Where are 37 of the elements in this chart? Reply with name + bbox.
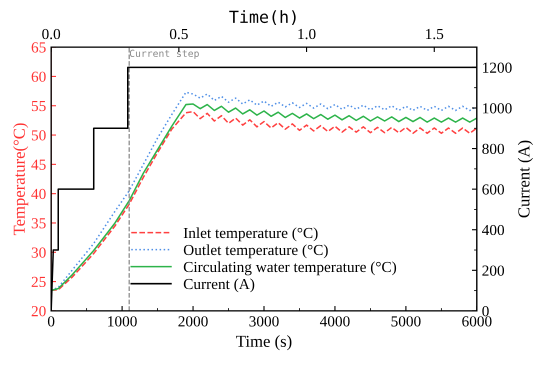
x-tick-label: 6000 <box>462 316 492 327</box>
y-axis-title: Temperature(°C) <box>13 123 28 236</box>
y-tick-label: 65 <box>32 42 46 53</box>
y2-axis-title: Current (A) <box>518 140 533 218</box>
legend-label: Outlet temperature (°C) <box>184 244 328 258</box>
y-tick-label: 35 <box>32 218 46 228</box>
y-tick-label: 25 <box>32 276 46 288</box>
y-tick-label: 55 <box>32 101 46 112</box>
x-tick-label: 1000 <box>108 316 137 327</box>
x-tick-label: 2000 <box>178 316 208 327</box>
y-tick-label: 20 <box>32 306 46 316</box>
y2-tick-label: 1000 <box>483 103 512 114</box>
y-tick-label: 30 <box>32 247 46 258</box>
x2-tick-label: 1.0 <box>298 28 316 40</box>
y2-tick-label: 200 <box>482 265 504 276</box>
x-tick-label: 4000 <box>320 316 350 327</box>
x-tick-label: 3000 <box>249 316 279 327</box>
x2-axis-title: Time(h) <box>229 10 296 26</box>
x-axis-title: Time (s) <box>236 335 292 350</box>
y-tick-label: 45 <box>31 160 46 170</box>
y-tick-label: 40 <box>31 188 46 200</box>
y-tick-label: 50 <box>32 130 46 140</box>
legend-label: Inlet temperature (°C) <box>184 227 318 242</box>
y2-tick-label: 600 <box>482 184 504 195</box>
y2-tick-label: 400 <box>482 224 504 236</box>
legend-label: Current (A) <box>184 278 254 292</box>
x-tick-label: 0 <box>48 316 54 327</box>
x-tick-label: 5000 <box>392 316 421 327</box>
ref-line-label: Current step <box>130 50 199 59</box>
y2-tick-label: 1200 <box>483 62 512 73</box>
x2-tick-label: 0.5 <box>170 28 188 40</box>
y2-tick-label: 800 <box>482 144 504 154</box>
x2-tick-label: 1.5 <box>426 28 444 40</box>
y2-tick-label: 0 <box>482 306 489 316</box>
y-tick-label: 60 <box>32 72 46 82</box>
x2-tick-label: 0.0 <box>42 28 60 40</box>
legend-label: Circulating water temperature (°C) <box>184 261 396 276</box>
